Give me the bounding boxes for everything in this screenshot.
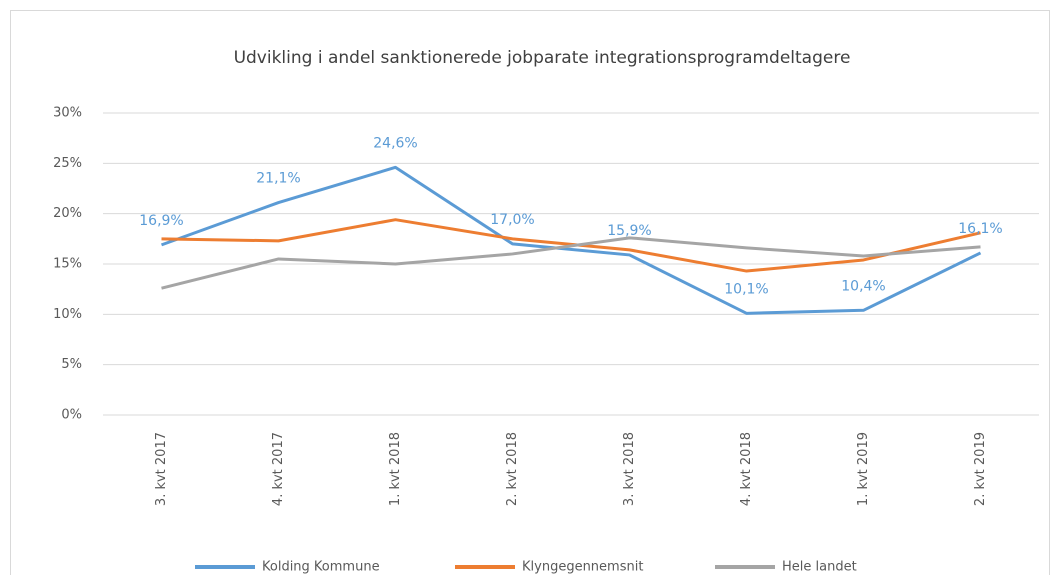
chart-border	[10, 10, 1050, 575]
series-line	[161, 236, 981, 290]
y-tick-label: 5%	[61, 357, 82, 372]
legend-label: Kolding Kommune	[262, 560, 380, 575]
data-label: 21,1%	[256, 171, 300, 187]
data-label: 16,1%	[958, 221, 1002, 237]
y-tick-label: 20%	[53, 206, 82, 221]
x-tick-label: 4. kvt 2017	[271, 432, 286, 506]
x-tick-label: 2. kvt 2019	[973, 432, 988, 506]
series-line	[160, 165, 982, 315]
y-tick-label: 10%	[53, 307, 82, 322]
x-tick-label: 3. kvt 2018	[622, 432, 637, 506]
data-label: 10,1%	[724, 281, 768, 297]
y-tick-label: 25%	[53, 156, 82, 171]
data-label: 24,6%	[373, 135, 417, 151]
x-tick-label: 4. kvt 2018	[739, 432, 754, 506]
data-label: 10,4%	[841, 278, 885, 294]
x-tick-label: 1. kvt 2018	[388, 432, 403, 506]
y-tick-label: 15%	[53, 257, 82, 272]
x-tick-label: 3. kvt 2017	[154, 432, 169, 506]
legend-label: Klyngegennemsnit	[522, 560, 643, 575]
data-label: 15,9%	[607, 223, 651, 239]
legend-label: Hele landet	[782, 560, 857, 575]
x-tick-label: 1. kvt 2019	[856, 432, 871, 506]
data-label: 17,0%	[490, 212, 534, 228]
x-tick-label: 2. kvt 2018	[505, 432, 520, 506]
y-tick-label: 30%	[53, 106, 82, 121]
data-label: 16,9%	[139, 213, 183, 229]
y-tick-label: 0%	[61, 408, 82, 423]
chart-title: Udvikling i andel sanktionerede jobparat…	[234, 48, 851, 68]
